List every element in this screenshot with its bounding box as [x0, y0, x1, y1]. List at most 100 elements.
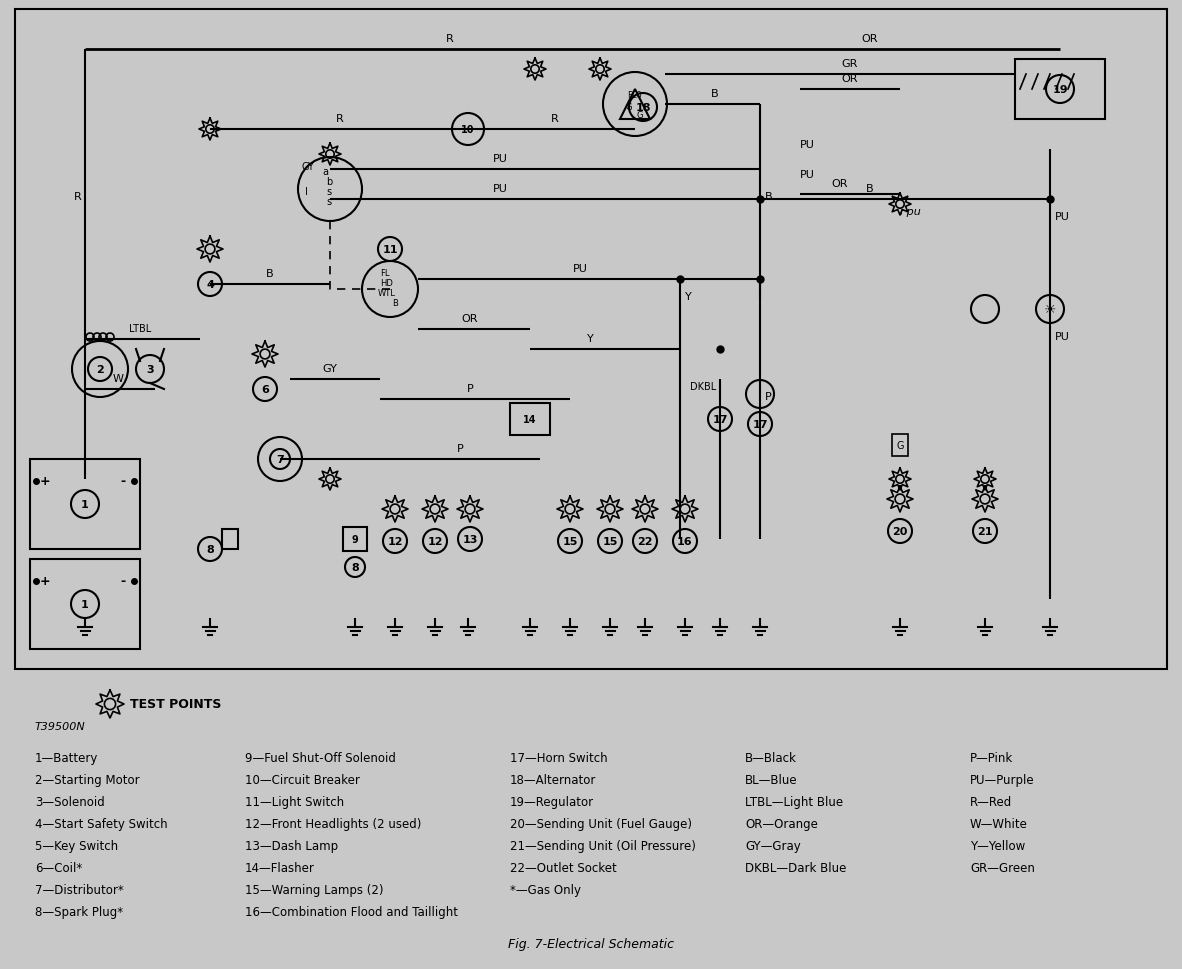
Text: 1: 1 [82, 499, 89, 510]
Text: R: R [336, 114, 344, 124]
Text: 7: 7 [277, 454, 284, 464]
Text: G: G [625, 103, 632, 111]
Text: Fig. 7-Electrical Schematic: Fig. 7-Electrical Schematic [508, 938, 674, 951]
Text: PU: PU [493, 154, 507, 164]
Text: R: R [74, 192, 82, 202]
Text: 19—Regulator: 19—Regulator [509, 796, 595, 808]
Text: P: P [467, 384, 473, 393]
Text: 13—Dash Lamp: 13—Dash Lamp [245, 839, 338, 852]
Text: GY: GY [301, 162, 314, 172]
Text: 17—Horn Switch: 17—Horn Switch [509, 751, 608, 765]
Text: +: + [40, 475, 51, 488]
Text: OR: OR [842, 74, 858, 84]
Text: 20: 20 [892, 526, 908, 537]
Text: 2: 2 [96, 364, 104, 375]
Text: 1: 1 [82, 600, 89, 610]
Text: 3: 3 [147, 364, 154, 375]
Text: OR: OR [832, 179, 849, 189]
Text: R: R [551, 114, 559, 124]
Text: Y: Y [686, 292, 691, 301]
Text: i pu: i pu [900, 206, 921, 217]
Text: GY—Gray: GY—Gray [745, 839, 800, 852]
Text: BL—Blue: BL—Blue [745, 773, 798, 786]
Text: P: P [765, 391, 772, 401]
Text: B—Black: B—Black [745, 751, 797, 765]
Text: 12—Front Headlights (2 used): 12—Front Headlights (2 used) [245, 817, 421, 830]
Text: PU: PU [493, 184, 507, 194]
Text: 4—Start Safety Switch: 4—Start Safety Switch [35, 817, 168, 830]
Text: +: + [40, 575, 51, 588]
Text: 14: 14 [524, 415, 537, 424]
Text: 8—Spark Plug*: 8—Spark Plug* [35, 905, 123, 918]
Text: 18: 18 [635, 103, 651, 112]
Text: B: B [866, 184, 873, 194]
Text: 21: 21 [978, 526, 993, 537]
Text: PU: PU [1056, 331, 1070, 342]
Bar [30, 459, 139, 549]
Text: GR: GR [842, 59, 858, 69]
Bar [30, 559, 139, 649]
Text: P: P [456, 444, 463, 453]
Text: PU: PU [800, 170, 814, 180]
Text: PU—Purple: PU—Purple [970, 773, 1034, 786]
Text: 7—Distributor*: 7—Distributor* [35, 883, 124, 896]
Bar [222, 529, 238, 549]
Text: 20—Sending Unit (Fuel Gauge): 20—Sending Unit (Fuel Gauge) [509, 817, 691, 830]
Text: 6—Coil*: 6—Coil* [35, 861, 83, 874]
Text: 4: 4 [206, 280, 214, 290]
Text: PU: PU [800, 140, 814, 150]
Bar [892, 434, 908, 456]
Text: OR—Orange: OR—Orange [745, 817, 818, 830]
Text: 11—Light Switch: 11—Light Switch [245, 796, 344, 808]
Text: 22: 22 [637, 537, 652, 547]
Text: 10—Circuit Breaker: 10—Circuit Breaker [245, 773, 359, 786]
Text: I: I [305, 187, 307, 197]
Text: FL: FL [379, 268, 390, 278]
Text: 18—Alternator: 18—Alternator [509, 773, 597, 786]
Text: R—Red: R—Red [970, 796, 1012, 808]
Text: DKBL—Dark Blue: DKBL—Dark Blue [745, 861, 846, 874]
Text: PU: PU [572, 264, 587, 273]
Text: DKBL: DKBL [690, 382, 716, 391]
Text: Y: Y [586, 333, 593, 344]
Text: G: G [896, 441, 904, 451]
Bar [509, 403, 550, 435]
Text: 3—Solenoid: 3—Solenoid [35, 796, 105, 808]
Text: 15: 15 [603, 537, 618, 547]
Text: s: s [326, 187, 331, 197]
Text: G: G [637, 110, 643, 119]
Text: PU: PU [1056, 212, 1070, 222]
Text: 9: 9 [351, 535, 358, 545]
Text: FL0: FL0 [628, 90, 642, 100]
Text: 5—Key Switch: 5—Key Switch [35, 839, 118, 852]
Text: HD: HD [379, 279, 392, 288]
Text: 2—Starting Motor: 2—Starting Motor [35, 773, 139, 786]
Text: *—Gas Only: *—Gas Only [509, 883, 582, 896]
Text: OR: OR [462, 314, 479, 324]
Text: 14—Flasher: 14—Flasher [245, 861, 314, 874]
Text: s: s [326, 197, 331, 206]
Text: 1—Battery: 1—Battery [35, 751, 98, 765]
Text: WTL: WTL [378, 289, 396, 297]
Text: -: - [121, 475, 125, 488]
Text: 11: 11 [382, 245, 398, 255]
Text: GY: GY [323, 363, 337, 374]
Text: 8: 8 [206, 545, 214, 554]
Text: 16—Combination Flood and Taillight: 16—Combination Flood and Taillight [245, 905, 457, 918]
Text: TEST POINTS: TEST POINTS [130, 698, 221, 711]
Text: R: R [446, 34, 454, 44]
Text: GR—Green: GR—Green [970, 861, 1035, 874]
Text: B: B [712, 89, 719, 99]
Text: W—White: W—White [970, 817, 1028, 830]
Text: B: B [266, 268, 274, 279]
Text: 22—Outlet Socket: 22—Outlet Socket [509, 861, 617, 874]
Text: 12: 12 [388, 537, 403, 547]
Bar [1015, 60, 1105, 120]
Text: 19: 19 [1052, 85, 1067, 95]
Text: 21—Sending Unit (Oil Pressure): 21—Sending Unit (Oil Pressure) [509, 839, 696, 852]
Text: 9—Fuel Shut-Off Solenoid: 9—Fuel Shut-Off Solenoid [245, 751, 396, 765]
Text: 8: 8 [351, 562, 359, 573]
Text: -: - [121, 575, 125, 588]
Bar [343, 527, 366, 551]
Text: 15—Warning Lamps (2): 15—Warning Lamps (2) [245, 883, 383, 896]
